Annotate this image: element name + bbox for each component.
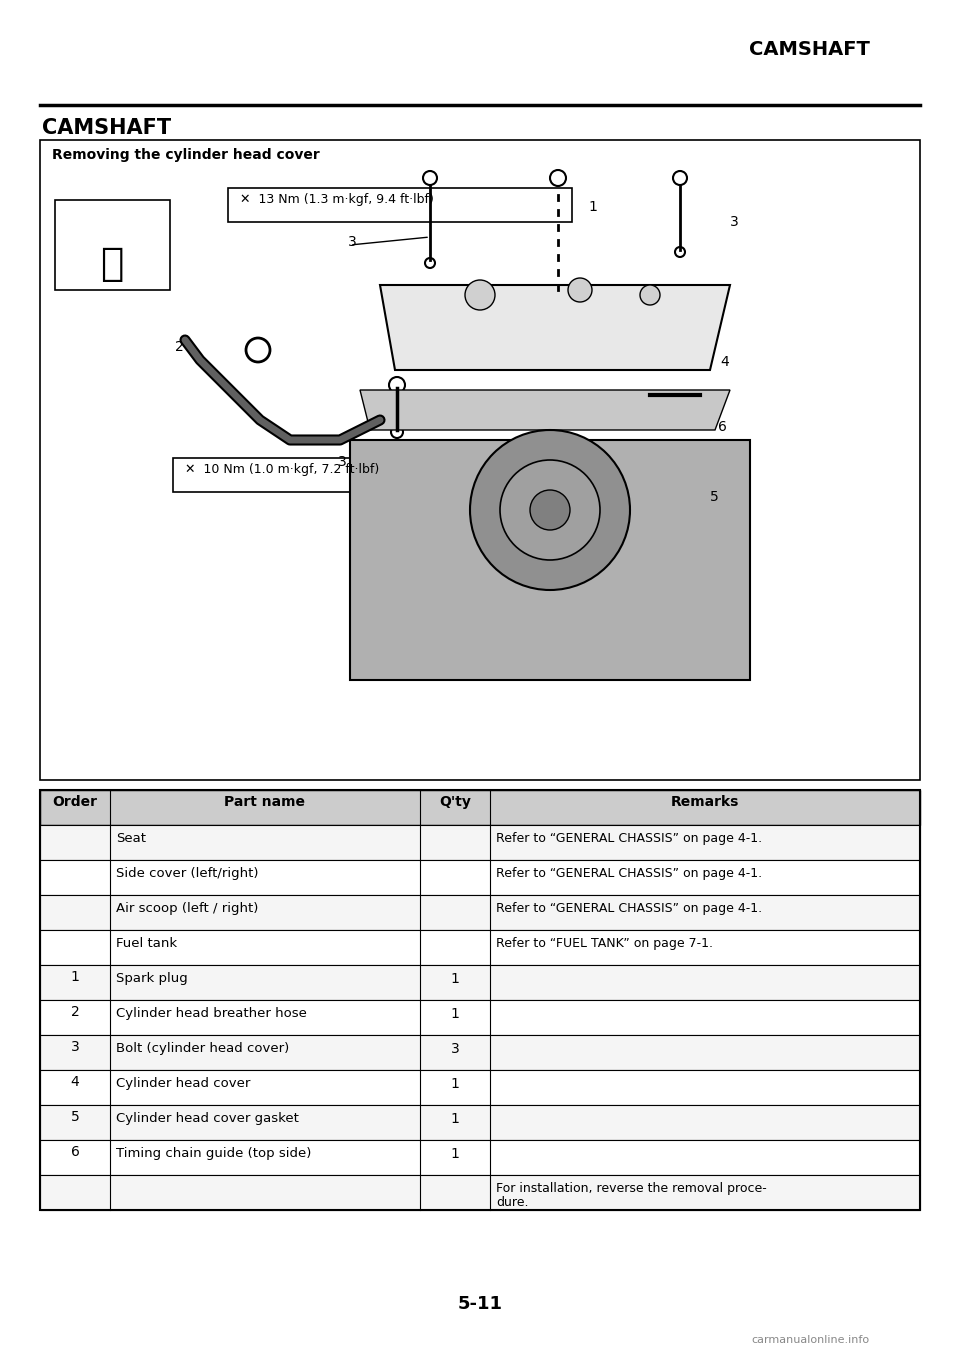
Text: 4: 4 xyxy=(720,354,729,369)
Text: 1: 1 xyxy=(450,972,460,986)
Text: 1: 1 xyxy=(450,1077,460,1090)
Bar xyxy=(40,1105,920,1139)
Text: 1: 1 xyxy=(450,1148,460,1161)
Circle shape xyxy=(465,280,495,310)
Text: 1: 1 xyxy=(71,970,80,985)
Text: carmanualonline.info: carmanualonline.info xyxy=(752,1335,870,1344)
Text: 2: 2 xyxy=(175,340,183,354)
Text: For installation, reverse the removal proce-: For installation, reverse the removal pr… xyxy=(496,1181,767,1195)
Text: Order: Order xyxy=(53,794,98,809)
Circle shape xyxy=(530,490,570,530)
Text: 4: 4 xyxy=(71,1076,80,1089)
Bar xyxy=(40,860,920,895)
Bar xyxy=(40,966,920,999)
Text: 1: 1 xyxy=(450,1112,460,1126)
Text: Spark plug: Spark plug xyxy=(116,972,188,985)
Bar xyxy=(40,895,920,930)
Text: 6: 6 xyxy=(71,1145,80,1158)
Text: Seat: Seat xyxy=(116,832,146,845)
FancyBboxPatch shape xyxy=(228,187,572,221)
Polygon shape xyxy=(380,285,730,369)
Text: 5: 5 xyxy=(710,490,719,504)
Text: 3: 3 xyxy=(348,235,357,249)
Text: 3: 3 xyxy=(71,1040,80,1054)
Bar xyxy=(40,1175,920,1210)
Bar xyxy=(40,999,920,1035)
Bar xyxy=(40,930,920,966)
Text: ✕  10 Nm (1.0 m·kgf, 7.2 ft·lbf): ✕ 10 Nm (1.0 m·kgf, 7.2 ft·lbf) xyxy=(185,463,379,477)
Text: Cylinder head cover gasket: Cylinder head cover gasket xyxy=(116,1112,299,1124)
Circle shape xyxy=(500,460,600,559)
Text: 2: 2 xyxy=(71,1005,80,1018)
Polygon shape xyxy=(350,440,750,680)
Bar xyxy=(40,826,920,860)
Text: 1: 1 xyxy=(450,1008,460,1021)
Bar xyxy=(40,790,920,826)
Text: Remarks: Remarks xyxy=(671,794,739,809)
Text: 1: 1 xyxy=(588,200,597,215)
Text: Q'ty: Q'ty xyxy=(439,794,471,809)
Circle shape xyxy=(470,430,630,589)
Text: 5-11: 5-11 xyxy=(458,1296,502,1313)
Text: Side cover (left/right): Side cover (left/right) xyxy=(116,866,258,880)
Bar xyxy=(40,140,920,779)
Text: dure.: dure. xyxy=(496,1196,529,1209)
Text: 6: 6 xyxy=(718,420,727,435)
Text: 3: 3 xyxy=(730,215,739,230)
Text: Cylinder head cover: Cylinder head cover xyxy=(116,1077,251,1090)
Text: ✕  13 Nm (1.3 m·kgf, 9.4 ft·lbf): ✕ 13 Nm (1.3 m·kgf, 9.4 ft·lbf) xyxy=(240,193,434,206)
Text: CAMSHAFT: CAMSHAFT xyxy=(42,118,171,139)
Bar xyxy=(40,790,920,1210)
Text: Bolt (cylinder head cover): Bolt (cylinder head cover) xyxy=(116,1042,289,1055)
Text: Timing chain guide (top side): Timing chain guide (top side) xyxy=(116,1148,311,1160)
Text: Cylinder head breather hose: Cylinder head breather hose xyxy=(116,1008,307,1020)
Text: 3: 3 xyxy=(450,1042,460,1057)
Polygon shape xyxy=(360,390,730,430)
Text: 🏍: 🏍 xyxy=(100,244,124,282)
Text: Air scoop (left / right): Air scoop (left / right) xyxy=(116,902,258,915)
FancyBboxPatch shape xyxy=(173,458,477,492)
Text: Fuel tank: Fuel tank xyxy=(116,937,178,951)
Text: Refer to “GENERAL CHASSIS” on page 4-1.: Refer to “GENERAL CHASSIS” on page 4-1. xyxy=(496,902,762,915)
Circle shape xyxy=(568,278,592,301)
Bar xyxy=(40,1035,920,1070)
Text: CAMSHAFT: CAMSHAFT xyxy=(749,39,870,58)
Circle shape xyxy=(640,285,660,306)
Text: 5: 5 xyxy=(71,1109,80,1124)
Bar xyxy=(40,1070,920,1105)
Text: Refer to “GENERAL CHASSIS” on page 4-1.: Refer to “GENERAL CHASSIS” on page 4-1. xyxy=(496,866,762,880)
Text: 3: 3 xyxy=(338,455,347,469)
Text: Removing the cylinder head cover: Removing the cylinder head cover xyxy=(52,148,320,162)
Text: Part name: Part name xyxy=(225,794,305,809)
Text: Refer to “FUEL TANK” on page 7-1.: Refer to “FUEL TANK” on page 7-1. xyxy=(496,937,713,951)
Text: Refer to “GENERAL CHASSIS” on page 4-1.: Refer to “GENERAL CHASSIS” on page 4-1. xyxy=(496,832,762,845)
Bar xyxy=(40,1139,920,1175)
Bar xyxy=(55,200,170,291)
